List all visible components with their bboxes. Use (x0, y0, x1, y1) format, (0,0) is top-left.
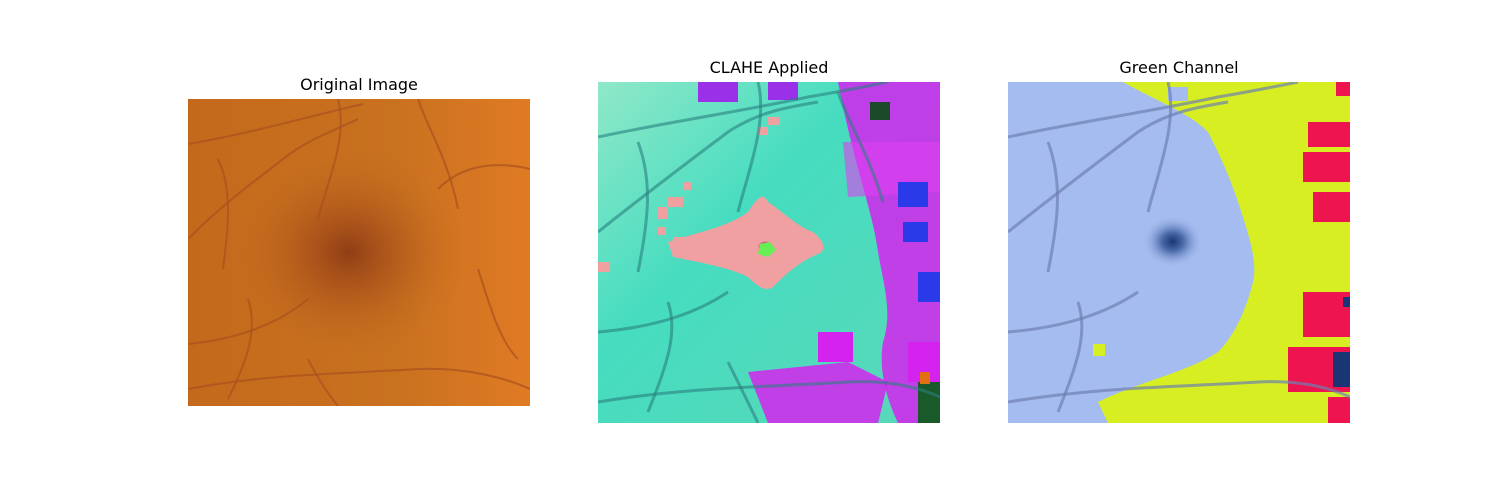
original-image (188, 99, 530, 406)
panel-title-clahe: CLAHE Applied (709, 58, 829, 77)
green-yellow-region (1098, 82, 1350, 423)
original-vessels (188, 99, 530, 406)
panel-title-original: Original Image (300, 75, 418, 94)
green-channel-image (1008, 82, 1350, 423)
green-fovea (1104, 184, 1244, 304)
clahe-image (598, 82, 940, 423)
panel-title-green: Green Channel (1119, 58, 1239, 77)
